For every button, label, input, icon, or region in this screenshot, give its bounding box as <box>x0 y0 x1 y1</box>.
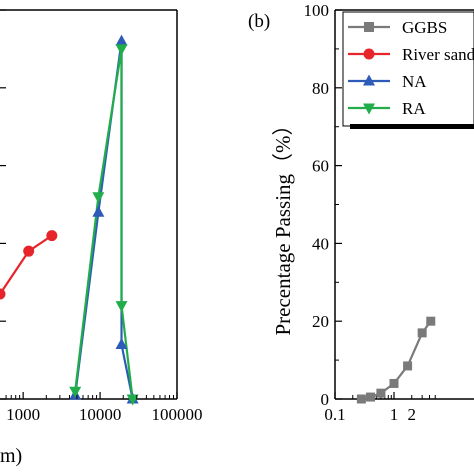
data-point-ra <box>126 394 139 406</box>
panel-b-legend: GGBS River sand NA RA <box>342 11 474 129</box>
data-point-ggbs <box>366 392 376 402</box>
data-point-ggbs <box>356 394 366 404</box>
data-point-river-sand <box>0 288 6 300</box>
panel-a-series <box>0 34 139 406</box>
panel-b-y-tick-label: 60 <box>312 157 329 176</box>
data-point-ggbs <box>426 316 436 326</box>
panel-a-x-axis-label: m) <box>0 445 22 467</box>
panel-b-ticks: 0 20 40 60 80 100 0.1 1 2 <box>304 1 436 424</box>
data-point-na <box>115 34 128 46</box>
panel-b-x-tick-label: 2 <box>408 405 417 424</box>
data-point-na <box>92 205 105 217</box>
legend-marker-na <box>363 74 375 86</box>
panel-a-x-tick-label: 1000 <box>6 405 40 424</box>
legend-underline-bar <box>350 124 474 129</box>
legend-marker-ra <box>363 103 375 115</box>
data-point-ra <box>92 192 105 204</box>
data-point-ggbs <box>417 328 427 338</box>
data-point-ra <box>69 386 82 398</box>
panel-b-y-tick-label: 40 <box>312 234 329 253</box>
panel-b-x-tick-label: 0.1 <box>324 405 345 424</box>
data-point-na <box>115 338 128 350</box>
panel-b-y-axis-label: Precentage Passing（%） <box>271 114 295 335</box>
data-point-ggbs <box>389 378 399 388</box>
panel-b-series <box>356 316 436 404</box>
data-point-river-sand <box>23 245 35 257</box>
legend-label-ra: RA <box>402 99 426 118</box>
panel-b-y-tick-label: 80 <box>312 79 329 98</box>
data-point-river-sand <box>46 230 58 242</box>
panel-b-x-tick-label: 1 <box>390 405 399 424</box>
panel-a-ticks: 1000 10000 100000 <box>5 392 203 424</box>
legend-label-river-sand: River sand <box>402 45 474 64</box>
panel-a-x-tick-label: 100000 <box>152 405 203 424</box>
panel-b-y-tick-label: 20 <box>312 312 329 331</box>
legend-marker-river-sand <box>363 48 375 60</box>
legend-marker-ggbs <box>364 22 374 32</box>
panel-b-label: (b) <box>248 11 270 32</box>
panel-b-y-tick-label: 100 <box>304 1 330 20</box>
data-point-ra <box>115 44 128 56</box>
data-point-ggbs <box>376 388 386 398</box>
panel-a-axes <box>0 9 178 400</box>
data-point-ra <box>115 301 128 313</box>
legend-label-ggbs: GGBS <box>402 18 447 37</box>
data-point-ggbs <box>403 361 413 371</box>
series-line-river-sand <box>0 234 53 295</box>
panel-b-y-tick-label: 0 <box>321 390 330 409</box>
panel-a-x-tick-label: 10000 <box>79 405 122 424</box>
panel-b: (b) 0 20 40 60 80 100 0.1 1 2 GGBS River sand NA RA… <box>248 1 474 424</box>
panel-a: 1000 10000 100000 m) <box>0 9 203 467</box>
legend-label-na: NA <box>402 72 427 91</box>
